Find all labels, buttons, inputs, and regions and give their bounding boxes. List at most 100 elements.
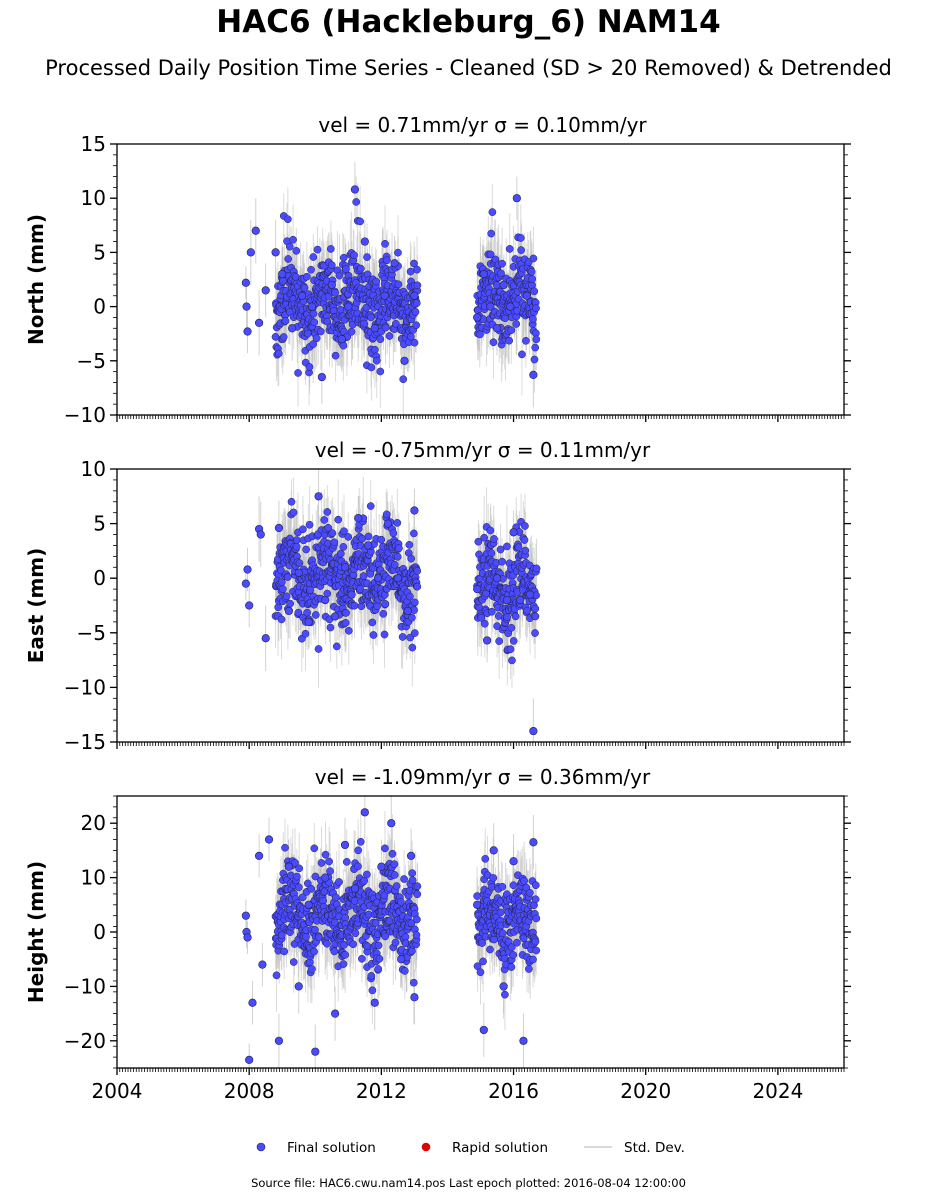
data-point xyxy=(390,871,399,879)
data-point xyxy=(498,259,506,268)
data-point xyxy=(303,879,312,888)
data-point xyxy=(344,533,353,541)
data-point xyxy=(274,523,284,533)
y-tick-label: −15 xyxy=(64,730,106,754)
data-point xyxy=(373,602,382,611)
data-point xyxy=(487,229,496,238)
data-point xyxy=(307,302,317,311)
data-point xyxy=(341,265,350,274)
data-point xyxy=(375,954,384,963)
data-point xyxy=(245,601,254,610)
data-point xyxy=(282,592,291,601)
x-ticks xyxy=(116,742,845,749)
data-point xyxy=(410,529,418,538)
data-point xyxy=(483,636,492,645)
data-point xyxy=(486,250,495,259)
data-point xyxy=(383,519,393,528)
data-point xyxy=(256,530,265,539)
data-point xyxy=(530,355,539,364)
data-point xyxy=(312,334,321,343)
data-point xyxy=(349,940,357,949)
data-point xyxy=(360,237,369,246)
data-point xyxy=(323,508,332,516)
data-point xyxy=(507,326,516,335)
data-point xyxy=(326,245,335,253)
data-point xyxy=(242,302,251,311)
data-point xyxy=(340,563,350,572)
data-point xyxy=(480,533,489,542)
data-point xyxy=(405,540,414,549)
data-point xyxy=(280,947,289,956)
data-point xyxy=(307,885,316,893)
data-point xyxy=(278,269,287,279)
data-point xyxy=(364,541,373,550)
data-point xyxy=(261,286,270,295)
data-point xyxy=(413,567,422,575)
data-point xyxy=(327,261,336,270)
data-point xyxy=(251,226,260,235)
data-point xyxy=(496,545,505,554)
data-point xyxy=(395,544,403,553)
y-tick-label: −10 xyxy=(64,403,106,427)
data-point xyxy=(390,259,399,268)
data-point xyxy=(328,529,337,538)
data-point xyxy=(304,329,312,338)
data-point xyxy=(393,552,402,561)
data-point xyxy=(406,267,415,276)
data-point xyxy=(490,535,498,543)
data-point xyxy=(350,185,360,194)
data-point xyxy=(286,599,295,608)
data-point xyxy=(303,272,311,281)
data-point xyxy=(321,850,330,859)
data-point xyxy=(326,867,334,875)
data-point xyxy=(271,248,280,257)
data-point xyxy=(305,520,314,529)
data-point xyxy=(261,634,270,643)
data-point xyxy=(317,372,326,382)
data-point xyxy=(335,271,344,280)
data-point xyxy=(291,858,299,867)
plot-area xyxy=(241,469,541,742)
data-point xyxy=(403,606,412,616)
data-point xyxy=(412,299,421,308)
data-point xyxy=(508,656,516,665)
data-point xyxy=(374,941,383,950)
data-point xyxy=(511,612,520,621)
data-point xyxy=(391,938,400,947)
data-point xyxy=(358,954,366,963)
data-point xyxy=(408,643,417,652)
data-point xyxy=(274,603,283,612)
data-point xyxy=(371,919,380,927)
data-point xyxy=(413,582,422,591)
data-point xyxy=(332,893,340,902)
data-point xyxy=(381,932,390,941)
data-point xyxy=(382,510,391,519)
data-point xyxy=(300,284,309,292)
data-point xyxy=(398,633,407,641)
data-point xyxy=(410,259,418,268)
data-point xyxy=(394,280,403,289)
data-point xyxy=(323,939,331,948)
data-point xyxy=(277,615,286,624)
data-point xyxy=(331,288,339,297)
data-point xyxy=(284,255,293,263)
data-point xyxy=(521,522,529,530)
data-point xyxy=(347,327,356,336)
data-point xyxy=(364,532,373,541)
data-point xyxy=(377,535,386,544)
data-point xyxy=(393,574,402,583)
y-axis-label: East (mm) xyxy=(24,548,48,664)
data-point xyxy=(487,549,496,558)
data-point xyxy=(367,971,376,980)
data-point xyxy=(390,560,399,569)
data-point xyxy=(397,898,405,906)
data-point xyxy=(324,523,333,532)
data-point xyxy=(376,367,385,376)
data-point xyxy=(408,613,416,622)
data-point xyxy=(522,336,530,345)
data-point xyxy=(477,613,486,622)
data-point xyxy=(503,542,511,551)
data-point xyxy=(486,302,495,311)
data-point xyxy=(385,332,394,340)
